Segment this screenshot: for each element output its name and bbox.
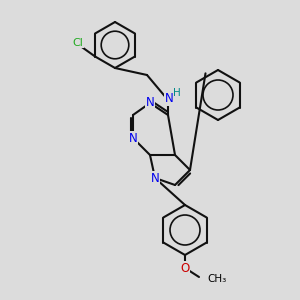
Text: O: O: [180, 262, 190, 275]
Text: Cl: Cl: [73, 38, 83, 47]
Text: N: N: [151, 172, 159, 184]
Text: N: N: [129, 131, 137, 145]
Text: H: H: [173, 88, 181, 98]
Text: CH₃: CH₃: [207, 274, 226, 284]
Text: N: N: [146, 97, 154, 110]
Text: N: N: [165, 92, 173, 106]
